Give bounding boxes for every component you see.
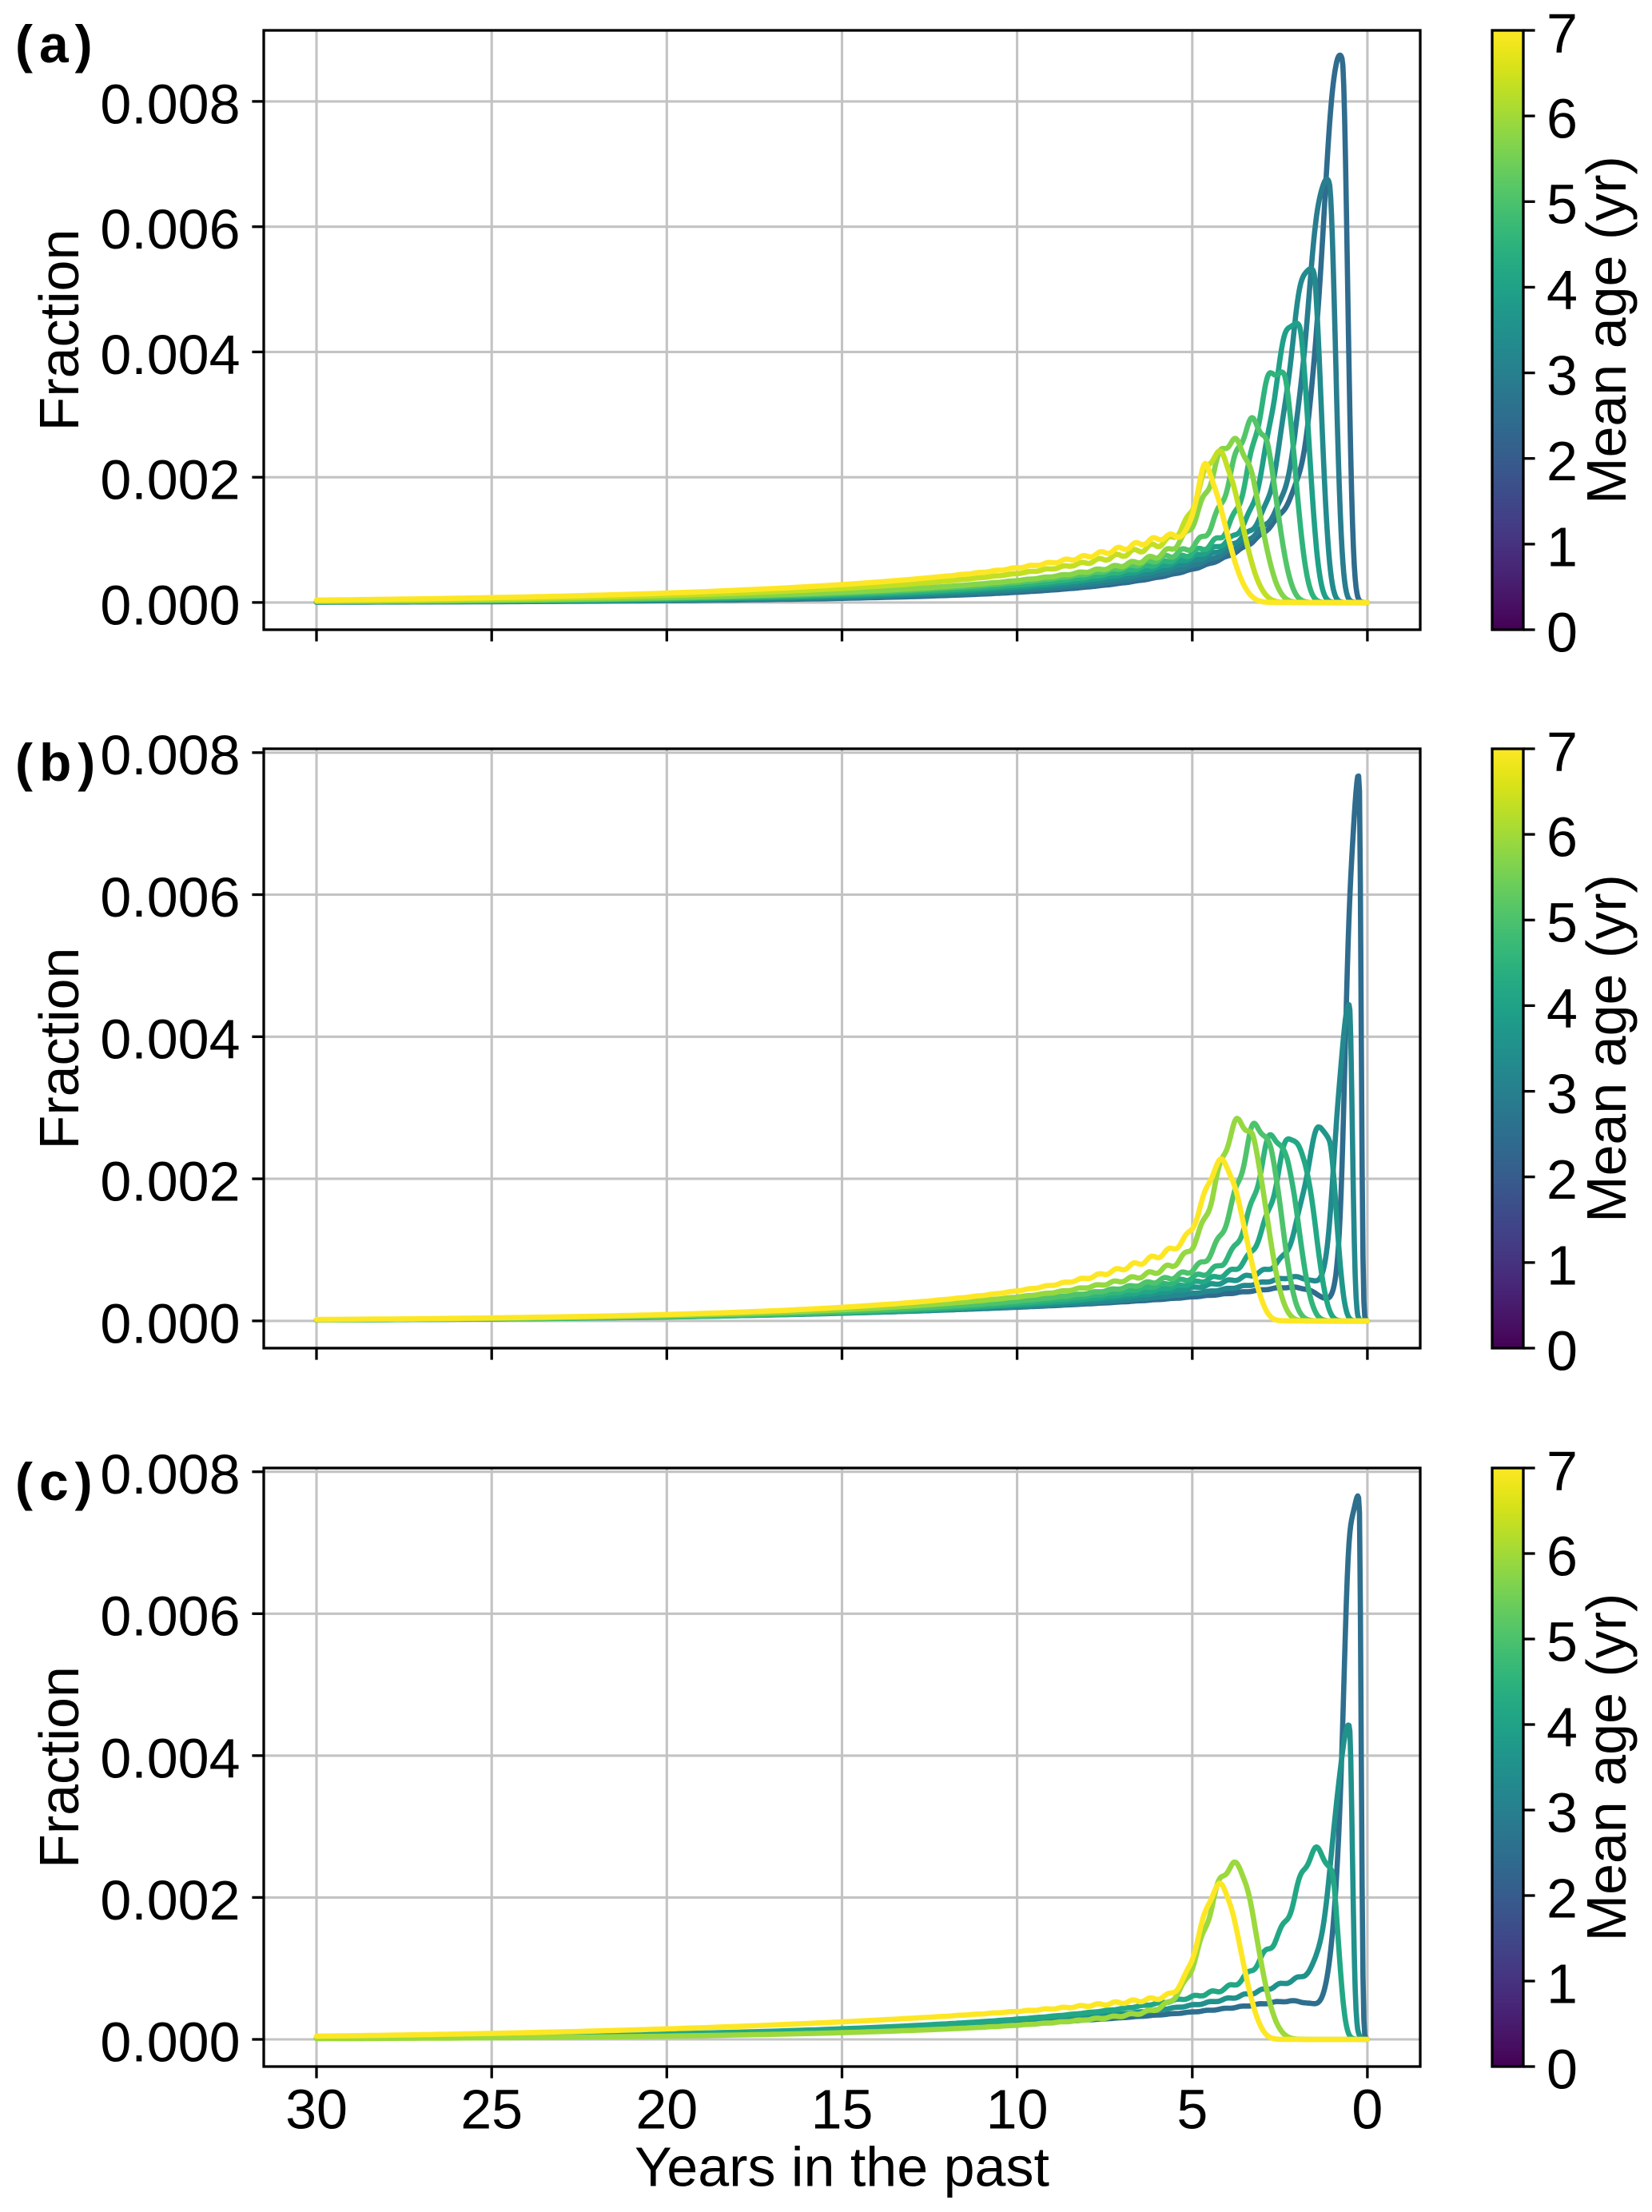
svg-text:15: 15 <box>811 2079 874 2141</box>
svg-text:0.002: 0.002 <box>100 449 240 511</box>
svg-text:3: 3 <box>1547 1781 1578 1844</box>
svg-text:0: 0 <box>1547 601 1578 663</box>
svg-text:20: 20 <box>635 2079 698 2141</box>
svg-text:5: 5 <box>1547 173 1578 236</box>
svg-text:0: 0 <box>1547 2038 1578 2100</box>
svg-text:Mean age (yr): Mean age (yr) <box>1575 156 1638 504</box>
svg-text:0.000: 0.000 <box>100 574 240 636</box>
svg-text:0.008: 0.008 <box>100 73 240 135</box>
svg-text:2: 2 <box>1547 1148 1578 1211</box>
svg-text:(a): (a) <box>15 14 99 74</box>
svg-text:0.002: 0.002 <box>100 1869 240 1932</box>
svg-text:3: 3 <box>1547 1063 1578 1125</box>
svg-text:Mean age (yr): Mean age (yr) <box>1575 1593 1638 1942</box>
svg-text:4: 4 <box>1547 977 1578 1040</box>
svg-text:2: 2 <box>1547 1867 1578 1929</box>
svg-text:2: 2 <box>1547 430 1578 492</box>
svg-text:3: 3 <box>1547 344 1578 407</box>
svg-text:6: 6 <box>1547 88 1578 150</box>
svg-text:5: 5 <box>1547 892 1578 954</box>
svg-text:0.004: 0.004 <box>100 1009 240 1071</box>
svg-text:(b): (b) <box>15 733 102 792</box>
svg-text:0.004: 0.004 <box>100 324 240 386</box>
svg-text:0.008: 0.008 <box>100 1443 240 1506</box>
svg-text:0: 0 <box>1547 1319 1578 1382</box>
svg-text:6: 6 <box>1547 806 1578 869</box>
svg-text:0.004: 0.004 <box>100 1727 240 1789</box>
svg-text:0.000: 0.000 <box>100 1292 240 1355</box>
svg-text:4: 4 <box>1547 259 1578 321</box>
svg-text:7: 7 <box>1547 2 1578 64</box>
svg-text:6: 6 <box>1547 1525 1578 1587</box>
svg-text:0.000: 0.000 <box>100 2011 240 2073</box>
svg-text:0.006: 0.006 <box>100 866 240 929</box>
svg-text:0.006: 0.006 <box>100 198 240 261</box>
svg-text:1: 1 <box>1547 515 1578 578</box>
svg-text:1: 1 <box>1547 1234 1578 1296</box>
svg-text:7: 7 <box>1547 720 1578 782</box>
svg-text:Fraction: Fraction <box>28 948 90 1150</box>
svg-text:5: 5 <box>1547 1610 1578 1673</box>
svg-text:7: 7 <box>1547 1439 1578 1502</box>
svg-text:4: 4 <box>1547 1696 1578 1758</box>
svg-text:Mean age (yr): Mean age (yr) <box>1575 874 1638 1223</box>
svg-text:25: 25 <box>460 2079 523 2141</box>
svg-text:1: 1 <box>1547 1952 1578 2015</box>
svg-text:0: 0 <box>1351 2079 1383 2141</box>
svg-text:Fraction: Fraction <box>28 1666 90 1868</box>
svg-text:10: 10 <box>986 2079 1049 2141</box>
svg-text:5: 5 <box>1176 2079 1208 2141</box>
svg-text:(c): (c) <box>15 1452 99 1511</box>
svg-text:Fraction: Fraction <box>28 229 90 432</box>
svg-text:0.002: 0.002 <box>100 1151 240 1213</box>
svg-text:Years in the past: Years in the past <box>635 2136 1049 2198</box>
svg-text:0.006: 0.006 <box>100 1585 240 1648</box>
svg-text:30: 30 <box>285 2079 348 2141</box>
svg-text:0.008: 0.008 <box>100 724 240 786</box>
